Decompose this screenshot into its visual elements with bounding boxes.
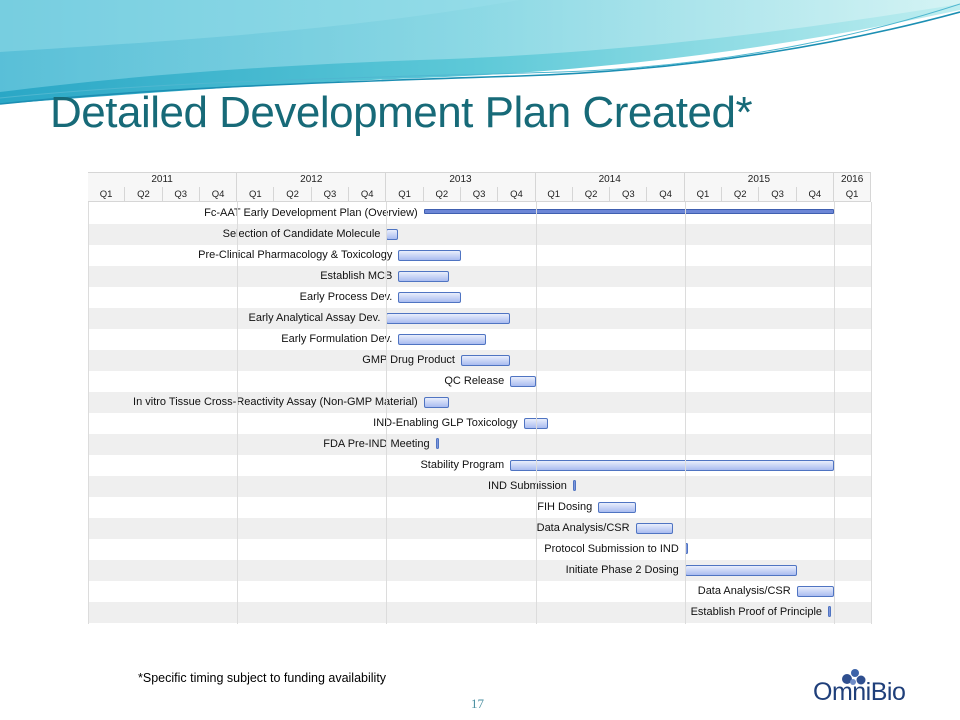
quarter-label: Q1	[834, 187, 872, 202]
task-bar[interactable]	[684, 565, 797, 576]
task-label: Initiate Phase 2 Dosing	[565, 564, 679, 576]
gantt-row	[88, 287, 871, 308]
task-bar[interactable]	[598, 502, 636, 513]
task-bar[interactable]	[398, 271, 450, 282]
gantt-timescale-header	[88, 172, 871, 202]
gantt-row	[88, 602, 871, 623]
year-label: 2016	[834, 172, 872, 187]
task-bar[interactable]	[461, 355, 511, 366]
quarter-label: Q1	[237, 187, 275, 202]
task-bar[interactable]	[398, 292, 461, 303]
task-label: QC Release	[444, 375, 505, 387]
task-label: IND Submission	[488, 480, 567, 492]
task-bar[interactable]	[386, 313, 511, 324]
gantt-row	[88, 518, 871, 539]
task-bar[interactable]	[523, 418, 548, 429]
quarter-label: Q3	[759, 187, 797, 202]
task-label: Early Process Dev.	[299, 291, 393, 303]
task-bar[interactable]	[386, 229, 399, 240]
quarter-label: Q2	[275, 187, 312, 202]
task-label: Data Analysis/CSR	[697, 585, 791, 597]
task-label: Selection of Candidate Molecule	[222, 228, 381, 240]
chart-left-border	[88, 202, 89, 624]
task-label: Pre-Clinical Pharmacology & Toxicology	[198, 249, 393, 261]
quarter-label: Q4	[498, 187, 536, 202]
quarter-label: Q2	[573, 187, 611, 202]
year-label: 2012	[237, 172, 387, 187]
year-label: 2014	[536, 172, 685, 187]
quarter-label: Q1	[536, 187, 573, 202]
year-gridline	[684, 202, 686, 624]
task-bar[interactable]	[572, 480, 576, 491]
task-label: FDA Pre-IND Meeting	[323, 438, 430, 450]
quarter-label: Q3	[312, 187, 350, 202]
task-label: Establish Proof of Principle	[690, 606, 823, 618]
quarter-label: Q3	[163, 187, 200, 202]
page-number: 17	[471, 696, 484, 711]
task-bar[interactable]	[635, 523, 673, 534]
task-bar[interactable]	[828, 606, 832, 617]
year-gridline	[535, 202, 537, 624]
gantt-row	[88, 476, 871, 497]
task-bar[interactable]	[423, 209, 834, 214]
quarter-label: Q2	[424, 187, 461, 202]
gantt-chart: 2011 2012 2013 2014 2015 2016 Q1 Q2 Q3 Q4 Q1 Q2 Q3 Q…	[88, 172, 873, 624]
year-gridline	[237, 202, 239, 624]
year-label: 2011	[88, 172, 238, 187]
year-gridline	[386, 202, 388, 624]
quarter-label: Q2	[722, 187, 760, 202]
quarter-label: Q3	[461, 187, 499, 202]
task-bar[interactable]	[796, 586, 834, 597]
task-bar[interactable]	[398, 334, 487, 345]
task-label: Fc-AAT Early Development Plan (Overview)	[204, 207, 418, 219]
task-label: Stability Program	[420, 459, 505, 471]
gantt-row	[88, 224, 871, 245]
task-label: GMP Drug Product	[362, 354, 455, 366]
gantt-row	[88, 434, 871, 455]
header-wave-decoration	[0, 0, 960, 105]
omnibio-logo: OmniBio	[805, 665, 909, 713]
task-label: FIH Dosing	[537, 501, 593, 513]
gantt-row	[88, 497, 871, 518]
year-gridline	[834, 202, 835, 624]
quarter-label: Q4	[200, 187, 238, 202]
year-label: 2015	[685, 172, 834, 187]
task-bar[interactable]	[510, 460, 834, 471]
gantt-row	[88, 266, 871, 287]
quarter-label: Q2	[125, 187, 163, 202]
logo-text: OmniBio	[813, 678, 906, 706]
gantt-row	[88, 539, 871, 560]
year-label: 2013	[386, 172, 536, 187]
task-label: In vitro Tissue Cross-Reactivity Assay (…	[133, 396, 418, 408]
quarter-label: Q1	[685, 187, 723, 202]
quarter-label: Q3	[610, 187, 648, 202]
quarter-label: Q4	[797, 187, 834, 202]
task-label: Protocol Submission to IND	[544, 543, 679, 555]
slide-title: Detailed Development Plan Created*	[50, 88, 753, 137]
year-gridline	[871, 202, 873, 624]
task-label: Early Formulation Dev.	[281, 333, 393, 345]
gantt-row	[88, 560, 871, 581]
task-bar[interactable]	[423, 397, 450, 408]
logo-molecule-icon	[842, 669, 866, 685]
quarter-label: Q1	[386, 187, 424, 202]
task-bar[interactable]	[435, 438, 439, 449]
task-label: Data Analysis/CSR	[536, 522, 630, 534]
task-label: Early Analytical Assay Dev.	[248, 312, 381, 324]
quarter-label: Q4	[648, 187, 685, 202]
task-bar[interactable]	[510, 376, 536, 387]
gantt-row	[88, 392, 871, 413]
footnote: *Specific timing subject to funding avai…	[138, 671, 387, 685]
task-label: Establish MCB	[320, 270, 393, 282]
task-label: IND-Enabling GLP Toxicology	[373, 417, 518, 429]
quarter-label: Q1	[88, 187, 126, 202]
task-bar[interactable]	[398, 250, 461, 261]
quarter-label: Q4	[349, 187, 387, 202]
